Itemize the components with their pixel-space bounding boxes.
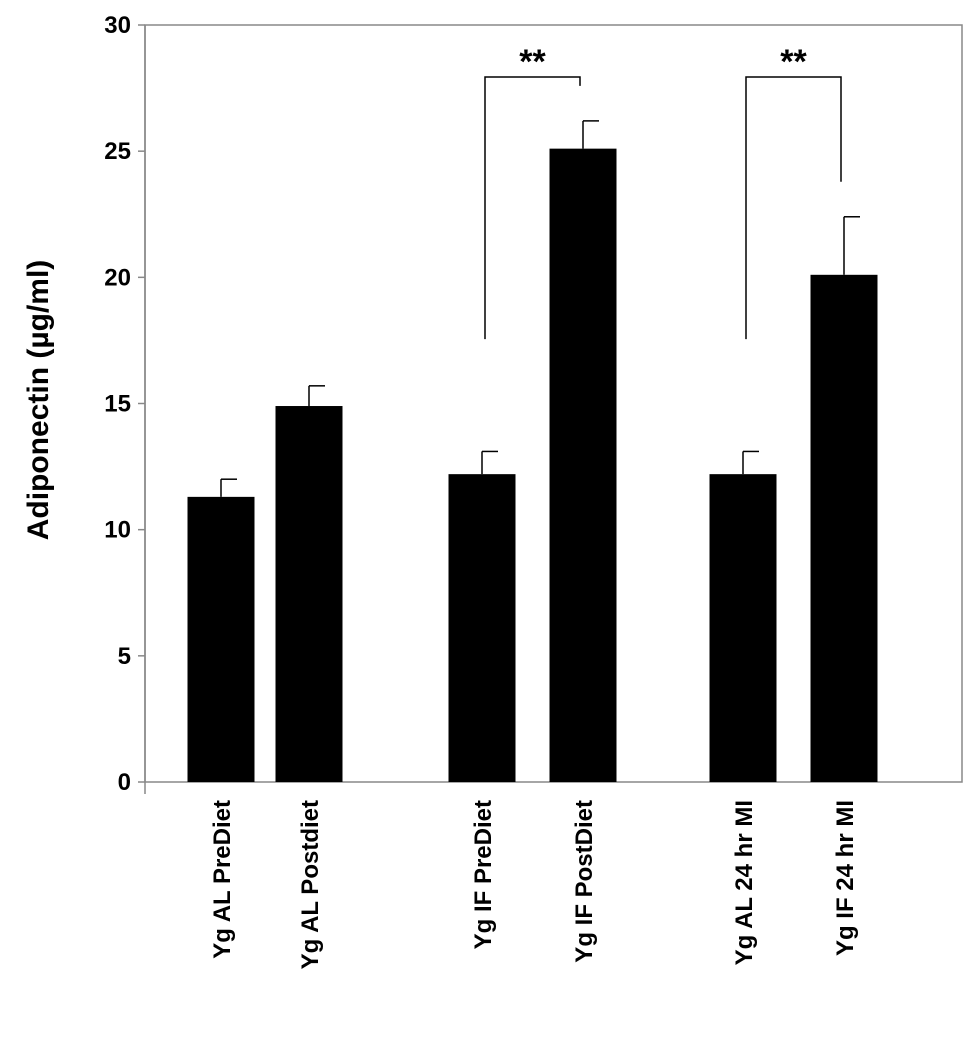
- y-axis: 0 5 10 15 20 25 30: [104, 12, 146, 796]
- bar: [709, 474, 777, 782]
- x-category-label: Yg IF PostDiet: [571, 800, 598, 963]
- y-axis-title: Adiponectin (µg/ml): [22, 260, 55, 541]
- y-tick-label: 10: [104, 517, 131, 544]
- bar: [187, 496, 255, 782]
- bar: [275, 406, 343, 782]
- significance-label: **: [519, 43, 546, 81]
- bar: [549, 148, 617, 783]
- x-category-label: Yg AL Postdiet: [297, 800, 324, 969]
- y-tick-label: 5: [118, 643, 131, 670]
- significance-bracket: [745, 76, 842, 340]
- y-tick-label: 25: [104, 138, 131, 165]
- error-bars: [220, 120, 860, 497]
- y-tick-label: 30: [104, 12, 131, 39]
- y-tick-label: 0: [118, 769, 131, 796]
- y-tick-label: 20: [104, 264, 131, 291]
- significance-label: **: [780, 43, 807, 81]
- significance-brackets: ** **: [484, 43, 842, 340]
- bar: [448, 474, 516, 782]
- y-tick-label: 15: [104, 391, 131, 418]
- bar: [810, 274, 878, 782]
- x-category-label: Yg AL 24 hr MI: [731, 800, 758, 965]
- x-category-label: Yg IF PreDiet: [470, 800, 497, 949]
- significance-bracket: [484, 76, 581, 340]
- x-category-label: Yg IF 24 hr MI: [832, 800, 859, 956]
- x-axis-labels: Yg AL PreDiet Yg AL Postdiet Yg IF PreDiet…: [209, 800, 859, 969]
- x-category-label: Yg AL PreDiet: [209, 800, 236, 959]
- bars: [187, 148, 878, 783]
